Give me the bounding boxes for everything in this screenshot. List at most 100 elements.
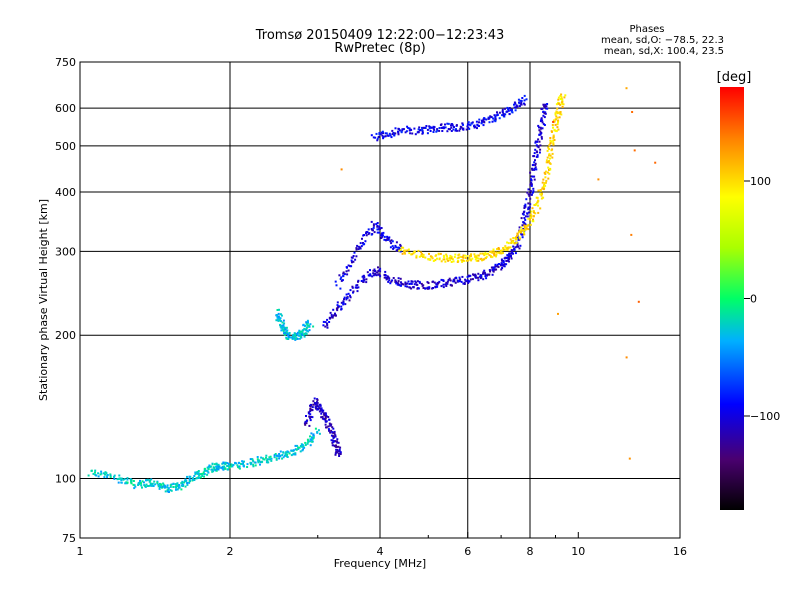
data-point	[316, 401, 319, 404]
data-point	[293, 332, 296, 335]
data-point	[542, 114, 545, 117]
data-point	[560, 93, 563, 96]
data-point	[175, 488, 177, 491]
data-point	[325, 426, 328, 429]
data-point	[475, 256, 478, 258]
data-point	[556, 123, 559, 126]
data-point	[516, 236, 519, 239]
data-point	[435, 285, 438, 288]
data-point	[356, 284, 359, 287]
phases-line-x: mean, sd,X: 100.4, 23.5	[604, 46, 724, 57]
data-point	[510, 242, 513, 244]
data-point	[328, 321, 331, 323]
data-point	[156, 481, 159, 484]
data-point	[446, 257, 449, 260]
data-point	[327, 416, 330, 418]
data-point	[461, 275, 464, 278]
data-point	[490, 250, 493, 253]
data-point	[181, 482, 184, 485]
data-point	[529, 171, 532, 174]
data-point	[637, 300, 640, 303]
data-point	[485, 277, 488, 280]
data-point	[515, 241, 518, 244]
data-point	[493, 252, 496, 255]
data-point	[503, 114, 506, 116]
data-point	[391, 240, 394, 243]
data-point	[548, 144, 551, 147]
data-point	[369, 269, 371, 272]
data-point	[304, 423, 307, 426]
data-point	[493, 114, 496, 117]
data-point	[545, 105, 548, 108]
data-point	[281, 454, 284, 456]
data-point	[316, 408, 319, 411]
data-point	[303, 327, 306, 330]
data-point	[365, 232, 367, 235]
data-point	[356, 244, 359, 247]
data-point	[312, 403, 315, 406]
colorbar-tick-label: 0	[750, 293, 757, 306]
data-point	[501, 108, 504, 111]
data-point	[488, 121, 491, 124]
data-point	[520, 99, 523, 102]
data-point	[513, 248, 516, 251]
data-point	[228, 466, 231, 469]
data-point	[547, 146, 550, 149]
data-point	[504, 113, 507, 116]
data-point	[523, 224, 526, 227]
data-point	[557, 128, 560, 131]
data-point	[113, 477, 116, 480]
data-point	[280, 329, 283, 332]
data-point	[351, 286, 354, 289]
data-point	[259, 463, 261, 466]
data-point	[527, 211, 530, 214]
data-point	[224, 461, 227, 464]
data-point	[399, 250, 402, 253]
data-point	[306, 324, 309, 326]
data-point	[498, 111, 501, 114]
data-point	[442, 279, 445, 282]
data-point	[357, 286, 360, 289]
data-point	[559, 103, 562, 106]
data-point	[355, 255, 358, 258]
data-point	[538, 151, 541, 154]
data-point	[353, 251, 356, 254]
data-point	[226, 468, 229, 471]
data-point	[395, 282, 398, 285]
data-point	[478, 121, 480, 124]
data-point	[306, 319, 309, 322]
data-point	[468, 123, 471, 126]
data-point	[418, 126, 421, 129]
data-point	[467, 282, 470, 284]
data-point	[523, 99, 526, 102]
data-point	[518, 237, 521, 240]
data-point	[540, 136, 543, 138]
data-point	[180, 484, 183, 487]
data-point	[535, 168, 538, 171]
data-point	[207, 465, 210, 468]
data-point	[469, 124, 472, 127]
data-point	[428, 287, 431, 290]
data-point	[282, 456, 285, 459]
data-point	[548, 168, 550, 171]
data-point	[533, 204, 536, 206]
data-point	[478, 118, 481, 121]
data-point	[145, 479, 148, 482]
data-point	[275, 457, 278, 460]
data-point	[381, 232, 383, 235]
data-point	[373, 268, 376, 271]
axis-ticks: 1 2 4 6 8 10 16 75 100 200 300 400 500 600 750	[55, 56, 687, 558]
data-point	[103, 472, 105, 475]
data-point	[222, 468, 225, 471]
data-point	[237, 465, 239, 468]
data-point	[302, 323, 305, 326]
data-point	[447, 128, 450, 130]
data-point	[406, 282, 409, 285]
data-point	[384, 132, 387, 135]
data-point	[458, 280, 461, 282]
data-point	[338, 455, 341, 457]
data-point	[509, 238, 512, 241]
data-point	[324, 321, 327, 324]
data-point	[449, 279, 452, 282]
data-point	[378, 231, 380, 234]
